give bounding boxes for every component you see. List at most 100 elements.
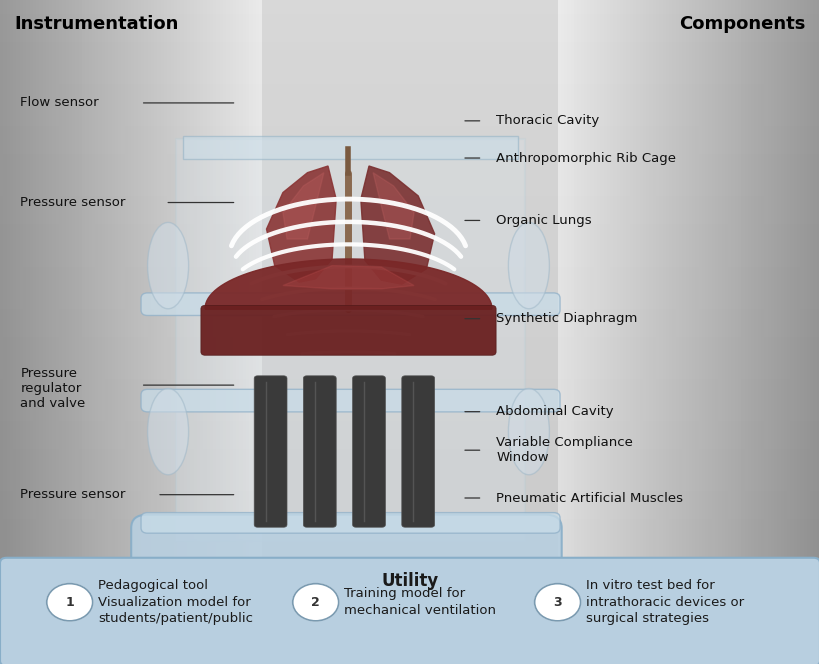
Bar	[161, 0, 164, 561]
Bar	[242, 0, 246, 561]
Bar	[259, 0, 262, 561]
Bar	[108, 0, 111, 561]
Text: Pressure sensor: Pressure sensor	[20, 196, 126, 209]
Circle shape	[534, 584, 580, 621]
Bar	[151, 0, 154, 561]
Bar	[7, 0, 10, 561]
Bar	[239, 0, 242, 561]
Bar	[704, 0, 708, 561]
FancyBboxPatch shape	[183, 136, 518, 159]
Bar	[0, 337, 819, 351]
Bar	[0, 42, 819, 56]
Bar	[36, 0, 39, 561]
Text: Pedagogical tool
Visualization model for
students/patient/public: Pedagogical tool Visualization model for…	[98, 579, 253, 625]
Bar	[26, 0, 29, 561]
Bar	[92, 0, 95, 561]
Text: Anthropomorphic Rib Cage: Anthropomorphic Rib Cage	[495, 151, 676, 165]
Bar	[56, 0, 59, 561]
Bar	[708, 0, 711, 561]
Bar	[600, 0, 603, 561]
Bar	[0, 70, 819, 84]
Bar	[816, 0, 819, 561]
Polygon shape	[266, 166, 336, 282]
FancyBboxPatch shape	[131, 515, 561, 584]
Bar	[3, 0, 7, 561]
Ellipse shape	[147, 388, 188, 475]
Bar	[796, 0, 799, 561]
Bar	[675, 0, 678, 561]
Bar	[262, 0, 557, 561]
Bar	[0, 365, 819, 378]
Bar	[164, 0, 167, 561]
Bar	[0, 351, 819, 365]
Bar	[128, 0, 131, 561]
Bar	[246, 0, 249, 561]
Bar	[79, 0, 82, 561]
Bar	[658, 0, 662, 561]
Bar	[685, 0, 688, 561]
Bar	[0, 449, 819, 463]
Bar	[698, 0, 701, 561]
Bar	[0, 197, 819, 210]
Bar	[0, 210, 819, 224]
Bar	[747, 0, 750, 561]
Text: Pneumatic Artificial Muscles: Pneumatic Artificial Muscles	[495, 491, 682, 505]
Bar	[672, 0, 675, 561]
Ellipse shape	[508, 388, 549, 475]
Bar	[573, 0, 577, 561]
Bar	[75, 0, 79, 561]
Bar	[0, 477, 819, 491]
Bar	[750, 0, 753, 561]
Bar	[0, 14, 819, 28]
Bar	[691, 0, 695, 561]
Bar	[721, 0, 724, 561]
Bar	[213, 0, 216, 561]
Bar	[200, 0, 203, 561]
Bar	[665, 0, 668, 561]
Bar	[632, 0, 636, 561]
Text: Pressure
regulator
and valve: Pressure regulator and valve	[20, 367, 86, 410]
Bar	[0, 491, 819, 505]
Bar	[105, 0, 108, 561]
Bar	[645, 0, 649, 561]
Bar	[629, 0, 632, 561]
FancyBboxPatch shape	[176, 139, 524, 541]
Bar	[668, 0, 672, 561]
Bar	[233, 0, 236, 561]
Bar	[773, 0, 776, 561]
Bar	[226, 0, 229, 561]
Bar	[69, 0, 72, 561]
Bar	[783, 0, 786, 561]
Bar	[793, 0, 796, 561]
Bar	[740, 0, 744, 561]
Bar	[0, 224, 819, 238]
Bar	[95, 0, 98, 561]
Bar	[0, 463, 819, 477]
Bar	[731, 0, 734, 561]
Bar	[20, 0, 23, 561]
FancyBboxPatch shape	[141, 293, 559, 315]
Bar	[776, 0, 780, 561]
Bar	[0, 393, 819, 407]
Bar	[23, 0, 26, 561]
Bar	[0, 238, 819, 252]
Bar	[812, 0, 816, 561]
Text: Variable Compliance
Window: Variable Compliance Window	[495, 436, 632, 464]
Bar	[622, 0, 626, 561]
Text: Instrumentation: Instrumentation	[15, 15, 179, 33]
Bar	[138, 0, 141, 561]
Bar	[102, 0, 105, 561]
Bar	[717, 0, 721, 561]
Bar	[639, 0, 642, 561]
Bar	[0, 519, 819, 533]
Bar	[596, 0, 600, 561]
Bar	[0, 140, 819, 154]
Bar	[85, 0, 88, 561]
Bar	[714, 0, 717, 561]
Bar	[0, 547, 819, 561]
Bar	[62, 0, 66, 561]
Bar	[0, 84, 819, 98]
Bar	[157, 0, 161, 561]
Circle shape	[47, 584, 93, 621]
Bar	[0, 295, 819, 309]
